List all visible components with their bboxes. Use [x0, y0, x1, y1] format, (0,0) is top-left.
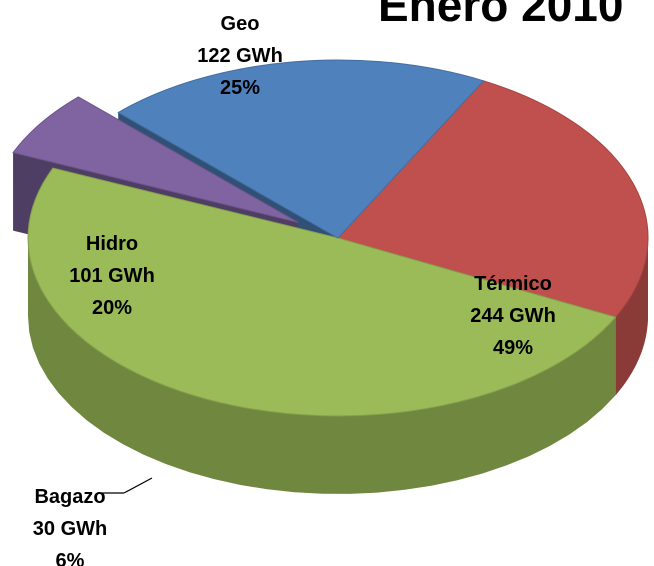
geo-label-percent: 25% — [220, 77, 260, 99]
hidro-label-name: Hidro — [86, 233, 138, 255]
geo-side — [615, 238, 648, 396]
pie-tops — [12, 59, 649, 417]
termico-slice — [27, 167, 617, 417]
termico-label-value: 244 GWh — [470, 305, 556, 327]
termico-label-name: Térmico — [474, 273, 552, 295]
geo-slice — [337, 80, 649, 318]
bagazo-label-name: Bagazo — [34, 486, 105, 508]
bagazo-slice — [12, 96, 299, 223]
hidro-label-value: 101 GWh — [69, 265, 155, 287]
termico-side — [28, 238, 616, 494]
bagazo-label-value: 30 GWh — [33, 518, 107, 540]
bagazo-leader-line-2 — [123, 477, 153, 494]
hidro-slice — [117, 59, 485, 239]
slice-labels: Geo 122 GWh 25% Térmico 244 GWh 49% Bagazo 30 G… — [33, 13, 556, 566]
geo-label-name: Geo — [221, 13, 260, 35]
geo-label-value: 122 GWh — [197, 45, 283, 67]
chart-title: Enero 2010 — [378, 0, 624, 31]
termico-label-percent: 49% — [493, 337, 533, 359]
bagazo-label-percent: 6% — [56, 550, 85, 566]
hidro-label-percent: 20% — [92, 297, 132, 319]
